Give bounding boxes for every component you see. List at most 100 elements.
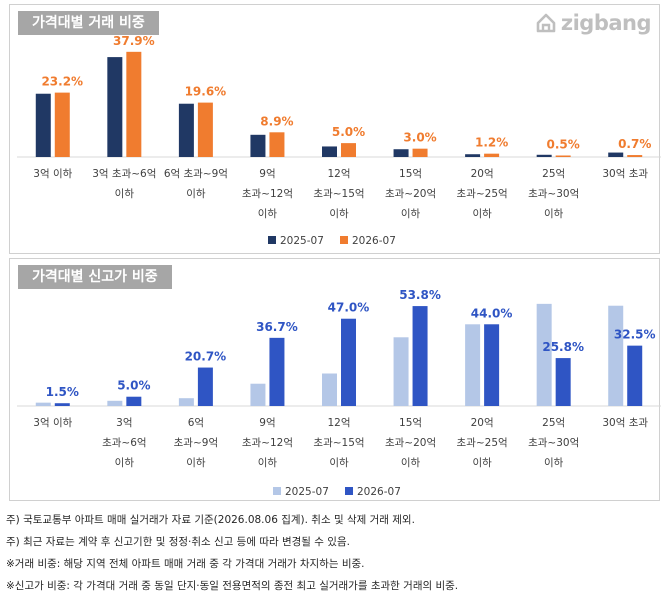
category-label: 초과~6억 (102, 437, 146, 449)
bar-2026-07 (555, 358, 571, 406)
category-label: 이하 (186, 187, 206, 200)
data-label: 1.5% (46, 385, 79, 399)
bar-2025-07 (107, 400, 123, 406)
category-label: 12억 (327, 417, 350, 429)
category-label: 15억 (399, 168, 422, 180)
data-label: 32.5% (614, 328, 656, 342)
bar-2026-07 (484, 153, 500, 157)
category-label: 30억 초과 (602, 168, 648, 180)
data-label: 53.8% (399, 288, 441, 302)
category-label: 이하 (472, 207, 492, 220)
category-label: 이하 (401, 456, 421, 469)
legend-swatch (268, 236, 276, 244)
legend-label: 2026-07 (357, 486, 401, 498)
category-label: 초과~20억 (385, 437, 436, 449)
category-label: 30억 초과 (602, 417, 648, 429)
bar-2025-07 (608, 152, 624, 157)
zigbang-logo: zigbang (535, 11, 652, 35)
bar-2025-07 (608, 305, 624, 406)
category-label: 이하 (544, 456, 564, 469)
zigbang-house-icon (536, 13, 556, 33)
data-label: 19.6% (185, 85, 227, 99)
category-label: 20억 (471, 168, 494, 180)
category-label: 초과~25억 (457, 188, 508, 200)
category-label: 초과~20억 (385, 188, 436, 200)
bar-2026-07 (412, 148, 428, 157)
category-label: 초과~30억 (528, 437, 579, 449)
category-label: 이하 (258, 456, 278, 469)
bar-2025-07 (35, 402, 51, 406)
bar-2025-07 (465, 324, 481, 406)
category-label: 이하 (115, 187, 135, 200)
category-label: 6억 (188, 417, 204, 429)
bar-2025-07 (322, 373, 337, 406)
data-label: 36.7% (256, 320, 298, 334)
footnote: ※신고가 비중: 각 가격대 거래 중 동일 단지·동일 전용면적의 종전 최고… (6, 580, 459, 592)
bar-2025-07 (178, 103, 194, 157)
category-label: 이하 (472, 456, 492, 469)
bar-2026-07 (627, 345, 643, 406)
legend-label: 2026-07 (352, 235, 396, 247)
category-label: 12억 (327, 168, 350, 180)
bar-2026-07 (197, 367, 213, 406)
data-label: 44.0% (471, 306, 513, 320)
legend-swatch (345, 487, 353, 495)
category-label: 3억 이하 (33, 167, 72, 180)
category-label: 이하 (258, 207, 278, 220)
bar-2026-07 (412, 306, 428, 406)
bar-2026-07 (484, 324, 500, 406)
category-label: 초과~30억 (528, 188, 579, 200)
footnote: 주) 최근 자료는 계약 후 신고기한 및 정정·취소 신고 등에 따라 변경될… (6, 536, 350, 548)
category-label: 초과~25억 (457, 437, 508, 449)
bar-2026-07 (269, 337, 285, 406)
data-label: 1.2% (475, 136, 508, 150)
data-label: 37.9% (113, 34, 155, 48)
data-label: 25.8% (542, 340, 584, 354)
bar-2025-07 (250, 134, 266, 157)
chart-title: 가격대별 거래 비중 (18, 11, 159, 35)
data-label: 0.7% (618, 137, 651, 151)
logo-text: zigbang (560, 11, 652, 35)
category-label: 이하 (115, 456, 135, 469)
category-label: 초과~12억 (242, 437, 293, 449)
data-label: 5.0% (117, 379, 150, 393)
bar-2025-07 (536, 154, 552, 157)
bar-2026-07 (54, 403, 70, 406)
data-label: 5.0% (332, 125, 365, 139)
category-label: 이하 (186, 456, 206, 469)
bar-2026-07 (341, 318, 356, 406)
chart-title: 가격대별 신고가 비중 (18, 265, 172, 289)
bar-2025-07 (178, 398, 194, 406)
bar-2025-07 (465, 154, 481, 157)
bar-2026-07 (269, 132, 285, 157)
legend-label: 2025-07 (280, 235, 324, 247)
category-label: 이하 (329, 207, 349, 220)
data-label: 47.0% (328, 301, 370, 315)
bar-2026-07 (197, 102, 213, 157)
bar-2025-07 (393, 149, 409, 157)
legend-swatch (273, 487, 281, 495)
record-high-share-chart-panel: 가격대별 신고가 비중 1.5% 3억 이하 5.0% 3억 초과~6억 이하 20.7% 6… (9, 258, 661, 501)
bar-2025-07 (35, 93, 51, 157)
bar-2025-07 (250, 383, 266, 406)
category-label: 초과~15억 (313, 437, 364, 449)
bar-2025-07 (107, 57, 123, 157)
bar-2026-07 (555, 155, 571, 157)
trade-share-chart-panel: 가격대별 거래 비중 zigbang 23.2% 3억 이하 37.9% 3억 초과~… (9, 4, 661, 254)
data-label: 3.0% (403, 131, 436, 145)
category-label: 3억 이하 (33, 416, 72, 429)
bar-2026-07 (54, 92, 70, 157)
category-label: 9억 (259, 168, 275, 180)
data-label: 23.2% (41, 75, 83, 89)
category-label: 15억 (399, 417, 422, 429)
category-label: 초과~9억 (174, 437, 218, 449)
legend-swatch (340, 236, 348, 244)
category-label: 20억 (471, 417, 494, 429)
category-label: 3억 (116, 417, 132, 429)
footnote: 주) 국토교통부 아파트 매매 실거래가 자료 기준(2026.08.06 집계… (6, 514, 415, 526)
footnotes: 주) 국토교통부 아파트 매매 실거래가 자료 기준(2026.08.06 집계… (6, 509, 666, 597)
category-label: 3억 초과~6억 (92, 168, 156, 180)
category-label: 초과~12억 (242, 188, 293, 200)
legend-label: 2025-07 (285, 486, 329, 498)
